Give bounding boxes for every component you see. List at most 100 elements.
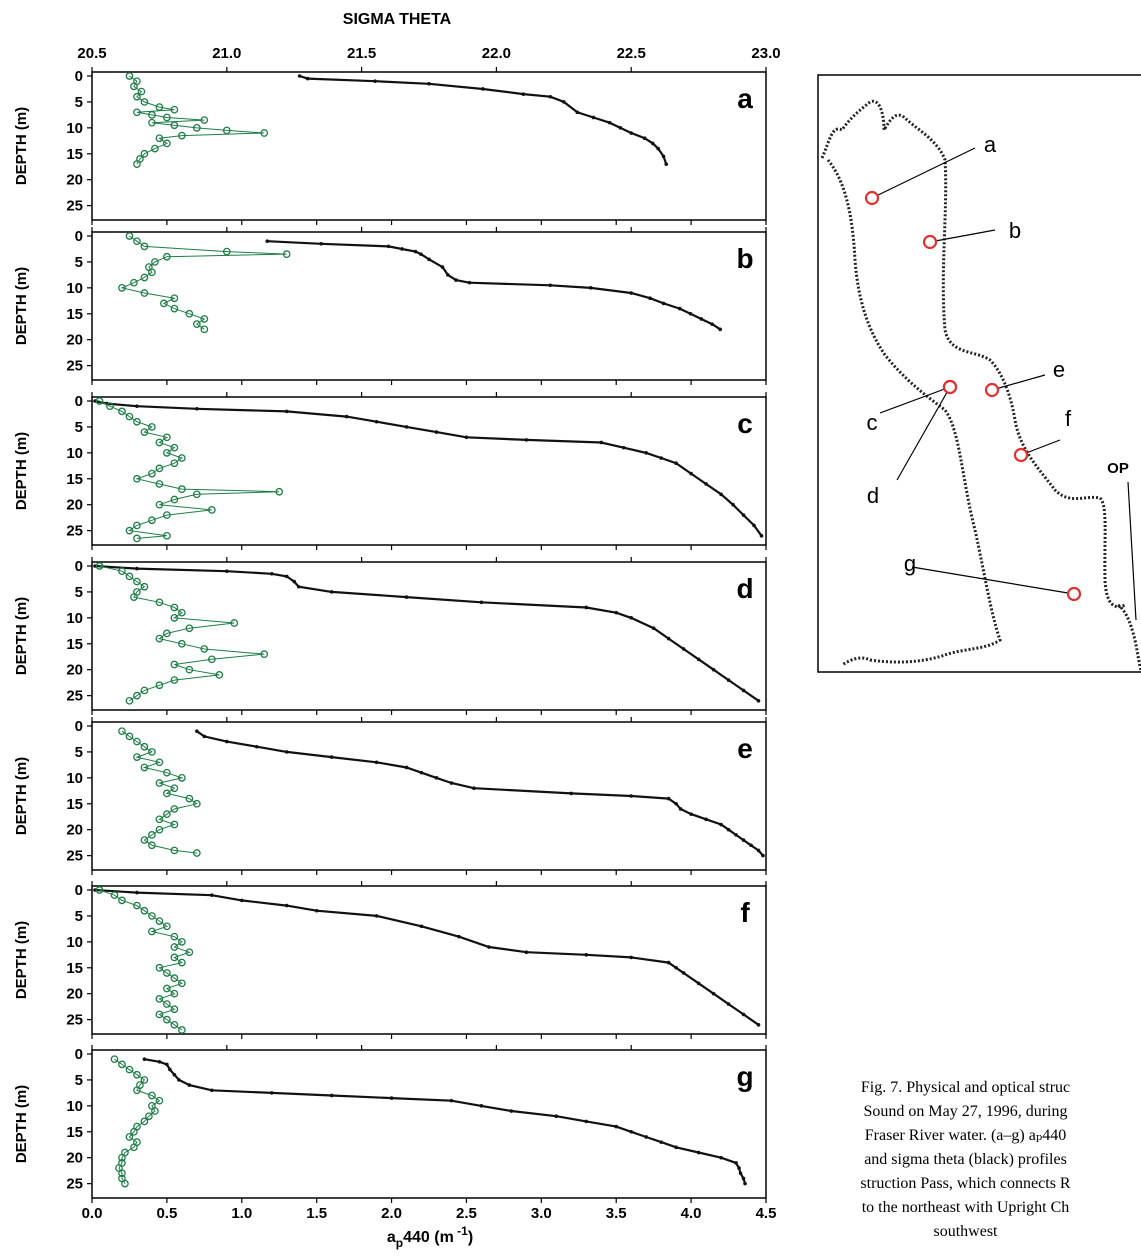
- y-tick-label: 5: [75, 908, 83, 925]
- sigma-point: [255, 745, 259, 749]
- caption-line: and sigma theta (black) profiles: [790, 1150, 1141, 1170]
- sigma-point: [135, 891, 139, 895]
- sigma-point: [689, 472, 693, 476]
- sigma-point: [306, 77, 310, 81]
- y-axis-label: DEPTH (m): [13, 597, 30, 675]
- sigma-point: [390, 1096, 394, 1100]
- sigma-point: [549, 283, 553, 287]
- sigma-point: [742, 689, 746, 693]
- y-tick-label: 0: [75, 882, 83, 899]
- y-tick-label: 5: [75, 584, 83, 601]
- panel-g: 0510152025DEPTH (m)g: [13, 1045, 766, 1203]
- y-tick-label: 20: [66, 662, 83, 679]
- sigma-point: [203, 735, 207, 739]
- bottom-tick-label: 4.0: [681, 1205, 702, 1222]
- station-marker-a: [866, 192, 878, 204]
- sigma-point: [599, 441, 603, 445]
- station-marker-e: [986, 384, 998, 396]
- sigma-point: [667, 961, 671, 965]
- sigma-point: [727, 678, 731, 682]
- y-tick-label: 20: [66, 172, 83, 189]
- caption-line: Sound on May 27, 1996, during: [790, 1102, 1141, 1122]
- sigma-point: [188, 1083, 192, 1087]
- sigma-point: [177, 1078, 181, 1082]
- y-tick-label: 25: [66, 848, 83, 865]
- sigma-point: [629, 291, 633, 295]
- sigma-point: [330, 590, 334, 594]
- sigma-point: [472, 786, 476, 790]
- sigma-line: [197, 731, 763, 855]
- sigma-point: [420, 924, 424, 928]
- sigma-point: [195, 729, 199, 733]
- panel-d: 0510152025DEPTH (m)d: [13, 557, 766, 715]
- y-axis-label: DEPTH (m): [13, 757, 30, 835]
- map-op-label: OP: [1107, 460, 1129, 477]
- sigma-point: [679, 807, 683, 811]
- sigma-point: [457, 935, 461, 939]
- sigma-point: [644, 1135, 648, 1139]
- sigma-point: [510, 1109, 514, 1113]
- y-tick-label: 0: [75, 558, 83, 575]
- station-label-g: g: [904, 551, 916, 576]
- sigma-point: [629, 956, 633, 960]
- sigma-point: [387, 245, 391, 249]
- station-label-d: d: [867, 483, 879, 508]
- sigma-point: [285, 904, 289, 908]
- top-tick-label: 21.5: [347, 45, 376, 62]
- sigma-point: [135, 404, 139, 408]
- sigma-point: [629, 794, 633, 798]
- sigma-point: [742, 1177, 746, 1181]
- y-tick-label: 15: [66, 960, 83, 977]
- sigma-point: [727, 1002, 731, 1006]
- sigma-point: [704, 482, 708, 486]
- sigma-point: [454, 278, 458, 282]
- panel-frame: [92, 72, 766, 220]
- sigma-point: [643, 136, 647, 140]
- sigma-point: [734, 833, 738, 837]
- bottom-tick-label: 2.0: [381, 1205, 402, 1222]
- sigma-point: [734, 1161, 738, 1165]
- sigma-point: [629, 1130, 633, 1134]
- caption-line: southwest: [790, 1222, 1141, 1242]
- panel-b: 0510152025DEPTH (m)b: [13, 227, 766, 385]
- map-frame: [818, 75, 1141, 672]
- station-leader-a: [872, 148, 975, 198]
- sigma-point: [225, 569, 229, 573]
- sigma-point: [689, 812, 693, 816]
- station-leader-d: [897, 387, 950, 480]
- sigma-point: [742, 838, 746, 842]
- sigma-point: [761, 854, 765, 858]
- sigma-point: [712, 992, 716, 996]
- sigma-point: [549, 95, 553, 99]
- stations: abcdefg: [866, 132, 1080, 600]
- sigma-point: [742, 1013, 746, 1017]
- sigma-point: [427, 82, 431, 86]
- panel-letter: c: [737, 408, 753, 439]
- sigma-point: [420, 771, 424, 775]
- sigma-point: [584, 606, 588, 610]
- sigma-point: [742, 513, 746, 517]
- sigma-point: [727, 828, 731, 832]
- station-label-c: c: [867, 410, 878, 435]
- top-axis: 20.5 21.0 21.5 22.0 22.5 23.0: [77, 45, 780, 62]
- top-tick-label: 21.0: [212, 45, 241, 62]
- y-tick-label: 20: [66, 1150, 83, 1167]
- sigma-point: [481, 87, 485, 91]
- sigma-point: [589, 286, 593, 290]
- y-axis-label: DEPTH (m): [13, 1085, 30, 1163]
- top-axis-title: SIGMA THETA: [343, 11, 452, 28]
- sigma-point: [375, 420, 379, 424]
- sigma-line: [95, 890, 759, 1025]
- sigma-point: [629, 616, 633, 620]
- y-tick-label: 15: [66, 146, 83, 163]
- sigma-point: [651, 142, 655, 146]
- ap440-line: [100, 401, 280, 538]
- y-axis-label: DEPTH (m): [13, 267, 30, 345]
- y-tick-label: 25: [66, 1012, 83, 1029]
- coastline-path: [1118, 605, 1141, 670]
- sigma-point: [697, 658, 701, 662]
- sigma-point: [400, 247, 404, 251]
- sigma-point: [656, 147, 660, 151]
- sigma-point: [522, 92, 526, 96]
